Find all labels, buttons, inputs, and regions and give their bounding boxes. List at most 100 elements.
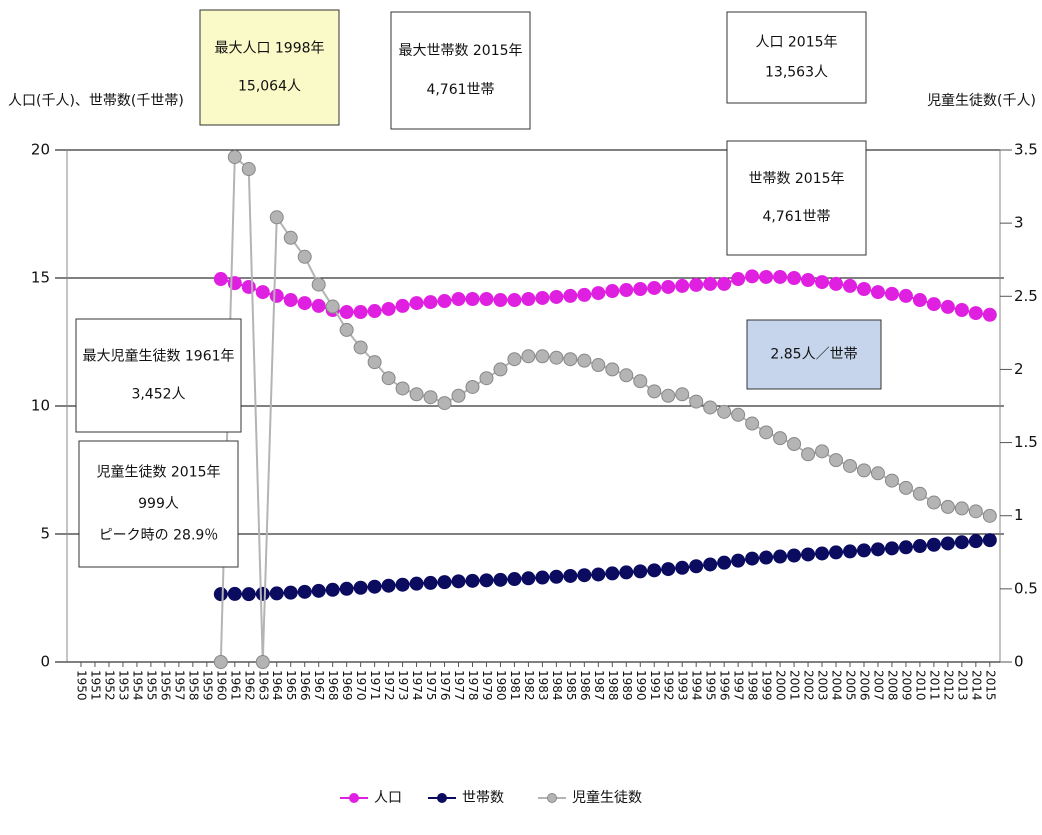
x-tick-label: 1968 [326,670,340,701]
marker [815,275,830,290]
marker [451,388,466,403]
marker [437,396,452,411]
marker [843,458,857,473]
y-tick-label: 10 [31,397,50,415]
legend-label: 世帯数 [462,790,504,806]
marker [535,349,550,364]
marker [745,551,760,566]
legend-label: 人口 [374,790,402,806]
marker [409,296,424,311]
marker [213,272,228,287]
annotation-box [726,140,867,256]
marker [381,301,396,316]
marker [521,571,536,586]
x-tick-label: 1995 [704,670,718,701]
marker [940,499,955,514]
y-axis-label: 人口(千人)、世帯数(千世帯) [8,93,184,109]
marker [353,340,368,355]
annotation-box [390,11,531,130]
x-tick-label: 1971 [368,670,382,701]
marker [535,570,550,585]
annotation-text: 人口 2015年 [755,34,837,50]
marker [465,573,480,588]
marker [521,291,536,306]
x-tick-label: 2005 [844,670,858,701]
annotation-text: 最大世帯数 2015年 [398,43,522,59]
legend-marker [437,793,447,803]
x-tick-label: 1992 [662,670,676,701]
marker [227,150,242,165]
annotation-text: 最大児童生徒数 1961年 [82,348,234,365]
legend-label: 児童生徒数 [572,789,642,806]
x-tick-label: 2013 [955,670,969,701]
marker [367,579,382,594]
marker [619,368,634,383]
marker [577,287,592,302]
marker [745,416,760,431]
x-tick-label: 1994 [690,670,704,701]
marker [423,390,438,405]
marker [647,280,662,295]
x-tick-label: 1982 [522,670,536,701]
x-tick-label: 1966 [298,670,312,701]
marker [381,578,396,593]
marker [870,285,885,300]
x-tick-label: 2010 [913,670,927,701]
marker [269,288,284,303]
marker [759,425,774,440]
marker [423,295,438,310]
marker [661,279,676,294]
marker [619,283,634,298]
x-tick-label: 1961 [228,670,242,701]
x-tick-label: 1985 [564,670,578,701]
marker [479,291,494,306]
marker [339,305,354,320]
marker [926,297,941,312]
marker [493,572,508,587]
marker [563,568,578,583]
marker [493,293,508,308]
annotation-box [78,440,239,568]
marker [563,352,578,367]
legend-item: 人口 [340,790,402,806]
marker [968,504,983,519]
marker [801,447,816,462]
marker [479,371,494,386]
marker [703,276,718,291]
marker [661,388,676,403]
marker [367,355,382,370]
x-tick-label: 1954 [130,670,144,701]
x-tick-label: 2014 [969,670,983,701]
x-tick-label: 1950 [75,670,89,701]
y2-axis-label: 児童生徒数(千人) [927,92,1036,109]
marker [577,568,592,583]
marker [409,387,424,402]
marker [241,279,256,294]
marker [968,534,983,549]
marker [493,362,508,377]
marker [982,508,997,523]
legend-item: 世帯数 [428,790,504,806]
x-tick-label: 1984 [550,670,564,701]
x-tick-label: 1997 [732,670,746,701]
marker [661,562,676,577]
marker [870,542,885,557]
x-tick-label: 1988 [606,670,620,701]
y2-tick-label: 0.5 [1014,579,1038,597]
x-tick-label: 1987 [592,670,606,701]
x-tick-label: 2003 [816,670,830,701]
y-tick-label: 15 [31,269,50,287]
marker [465,291,480,306]
y-tick-label: 20 [31,141,50,159]
y-tick-label: 5 [40,525,50,543]
marker [689,277,704,292]
marker [605,566,620,581]
annotation-text: 15,064人 [238,79,301,95]
marker [297,249,312,264]
x-tick-label: 1978 [466,670,480,701]
x-tick-label: 1956 [158,670,172,701]
y2-tick-label: 1.5 [1014,433,1038,451]
annotation-text: 3,452人 [131,386,185,402]
annotation-box [726,11,867,104]
x-tick-label: 2012 [941,670,955,701]
